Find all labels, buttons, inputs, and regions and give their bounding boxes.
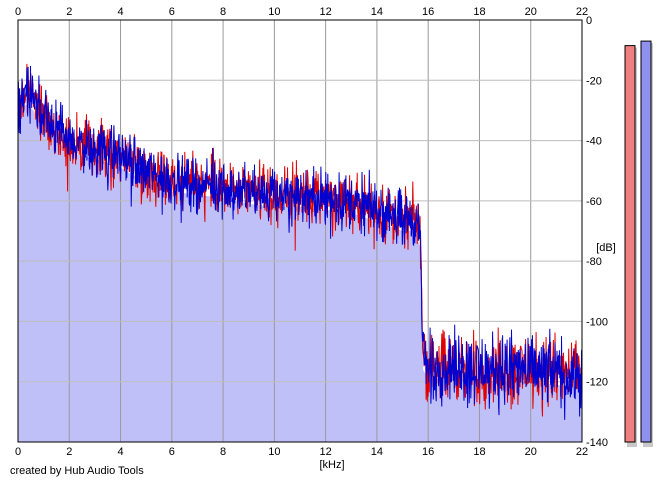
x-tick-label-top: 18 xyxy=(473,6,485,18)
plot-frame xyxy=(17,19,583,443)
x-tick-label-bottom: 4 xyxy=(117,446,123,458)
y-axis-unit-label: [dB] xyxy=(596,242,616,254)
x-tick-label-bottom: 22 xyxy=(576,446,588,458)
x-tick-label-top: 8 xyxy=(220,6,226,18)
y-tick-label: -80 xyxy=(586,256,602,268)
series-line-2 xyxy=(17,65,583,420)
x-tick-label-bottom: 6 xyxy=(169,446,175,458)
x-tick-label-top: 10 xyxy=(268,6,280,18)
y-tick-label: -120 xyxy=(586,377,608,389)
x-tick-label-bottom: 2 xyxy=(66,446,72,458)
credit-text: created by Hub Audio Tools xyxy=(10,465,144,477)
spectrum-series xyxy=(17,63,583,420)
level-meter-2 xyxy=(640,40,652,443)
x-tick-label-bottom: 0 xyxy=(15,446,21,458)
level-meter-1 xyxy=(624,45,636,443)
x-tick-label-bottom: 14 xyxy=(371,446,383,458)
x-tick-label-bottom: 20 xyxy=(525,446,537,458)
x-tick-label-top: 6 xyxy=(169,6,175,18)
x-tick-label-top: 12 xyxy=(320,6,332,18)
plot-border xyxy=(17,19,583,443)
x-tick-label-top: 16 xyxy=(422,6,434,18)
y-axis-right: 0 -20 -40 -60 -80 -100 -120 -140 xyxy=(586,15,608,449)
x-axis-bottom: 0 2 4 6 8 10 12 14 16 18 20 22 xyxy=(15,446,588,458)
y-tick-label: -100 xyxy=(586,316,608,328)
x-axis-top: 0 2 4 6 8 10 12 14 16 18 20 22 xyxy=(15,6,588,18)
x-tick-label-top: 14 xyxy=(371,6,383,18)
x-tick-label-top: 22 xyxy=(576,6,588,18)
x-tick-label-top: 4 xyxy=(117,6,123,18)
x-tick-label-bottom: 12 xyxy=(320,446,332,458)
x-tick-label-bottom: 10 xyxy=(268,446,280,458)
level-meters xyxy=(624,40,653,447)
x-tick-label-bottom: 18 xyxy=(473,446,485,458)
x-tick-label-top: 20 xyxy=(525,6,537,18)
x-tick-label-bottom: 16 xyxy=(422,446,434,458)
x-axis-unit-label: [kHz] xyxy=(319,459,344,471)
y-tick-label: -40 xyxy=(586,136,602,148)
y-tick-label: 0 xyxy=(586,15,592,27)
y-tick-label: -20 xyxy=(586,75,602,87)
y-tick-label: -140 xyxy=(586,437,608,449)
y-tick-label: -60 xyxy=(586,196,602,208)
x-tick-label-bottom: 8 xyxy=(220,446,226,458)
x-tick-label-top: 2 xyxy=(66,6,72,18)
x-tick-label-top: 0 xyxy=(15,6,21,18)
